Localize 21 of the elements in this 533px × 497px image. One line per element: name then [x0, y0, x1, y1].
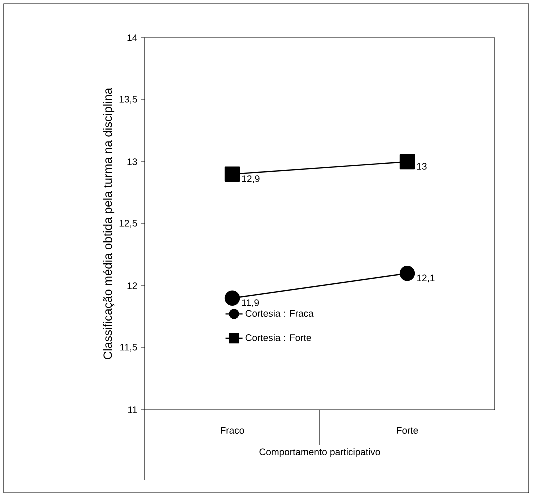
- x-tick-label: Fraco: [221, 427, 244, 434]
- point: [224, 166, 240, 182]
- data-label: 11,9: [242, 300, 260, 308]
- legend-label: Cortesia : Fraca: [246, 310, 314, 317]
- x-tick-label: Forte: [397, 427, 418, 434]
- y-tick-label: 13: [128, 158, 138, 166]
- data-label: 12,9: [242, 176, 260, 184]
- legend-label: Cortesia : Forte: [246, 334, 312, 342]
- y-tick-label: 14: [128, 34, 138, 42]
- point: [400, 154, 416, 170]
- y-tick-label: 11: [128, 406, 138, 414]
- y-tick-label: 11,5: [120, 344, 138, 352]
- data-label: 13: [417, 163, 427, 170]
- point: [400, 266, 416, 282]
- y-tick-label: 12,5: [120, 220, 138, 228]
- y-tick-label: 13,5: [120, 96, 138, 104]
- y-axis-title: Classificação média obtida pela turma na disciplina: [103, 88, 115, 360]
- x-axis-title: Comportamento participativo: [260, 448, 380, 458]
- point: [224, 290, 240, 306]
- data-label: 12,1: [417, 274, 435, 283]
- y-tick-label: 12: [128, 282, 138, 290]
